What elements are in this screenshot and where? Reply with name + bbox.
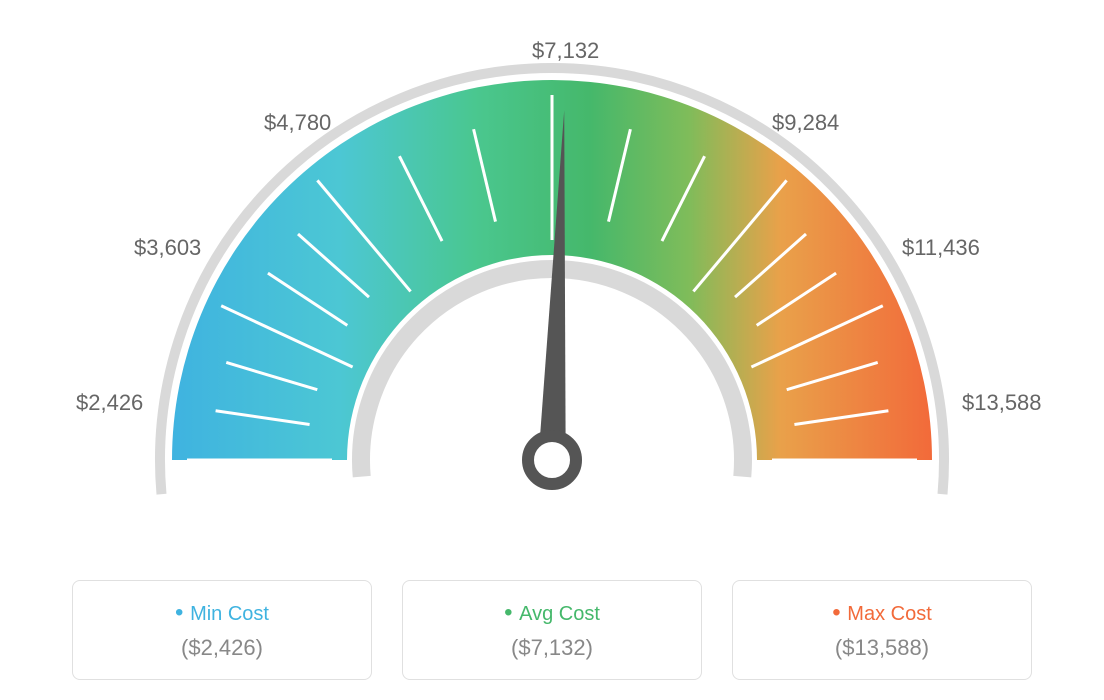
tick-label: $4,780: [264, 110, 331, 136]
legend-card-avg: Avg Cost ($7,132): [402, 580, 702, 680]
legend-avg-value: ($7,132): [427, 635, 677, 661]
legend-avg-label: Avg Cost: [427, 599, 677, 627]
tick-label: $3,603: [134, 235, 201, 261]
tick-label: $13,588: [962, 390, 1042, 416]
gauge-chart: $2,426 $3,603 $4,780 $7,132 $9,284 $11,436 $13…: [52, 10, 1052, 560]
tick-label: $7,132: [532, 38, 599, 64]
tick-label: $9,284: [772, 110, 839, 136]
legend-row: Min Cost ($2,426) Avg Cost ($7,132) Max …: [0, 580, 1104, 680]
tick-label: $11,436: [902, 235, 980, 261]
tick-label: $2,426: [76, 390, 143, 416]
legend-card-max: Max Cost ($13,588): [732, 580, 1032, 680]
legend-card-min: Min Cost ($2,426): [72, 580, 372, 680]
legend-max-value: ($13,588): [757, 635, 1007, 661]
legend-min-value: ($2,426): [97, 635, 347, 661]
gauge-svg: [52, 10, 1052, 560]
legend-max-label: Max Cost: [757, 599, 1007, 627]
legend-min-label: Min Cost: [97, 599, 347, 627]
